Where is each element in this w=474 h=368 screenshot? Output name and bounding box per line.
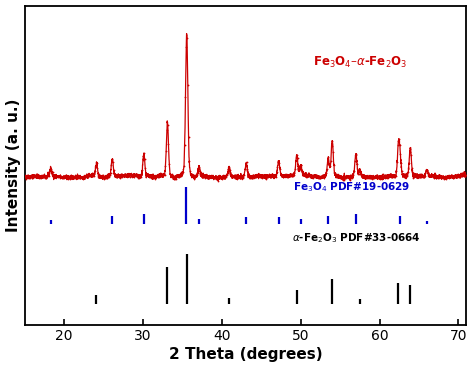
Text: $\alpha$-Fe$_2$O$_3$ PDF#33-0664: $\alpha$-Fe$_2$O$_3$ PDF#33-0664 — [292, 231, 420, 245]
Text: Fe$_3$O$_4$–$\alpha$-Fe$_2$O$_3$: Fe$_3$O$_4$–$\alpha$-Fe$_2$O$_3$ — [313, 54, 407, 70]
Text: Fe$_3$O$_4$ PDF#19-0629: Fe$_3$O$_4$ PDF#19-0629 — [293, 180, 410, 194]
Y-axis label: Intensity (a. u.): Intensity (a. u.) — [6, 99, 20, 232]
X-axis label: 2 Theta (degrees): 2 Theta (degrees) — [169, 347, 322, 362]
